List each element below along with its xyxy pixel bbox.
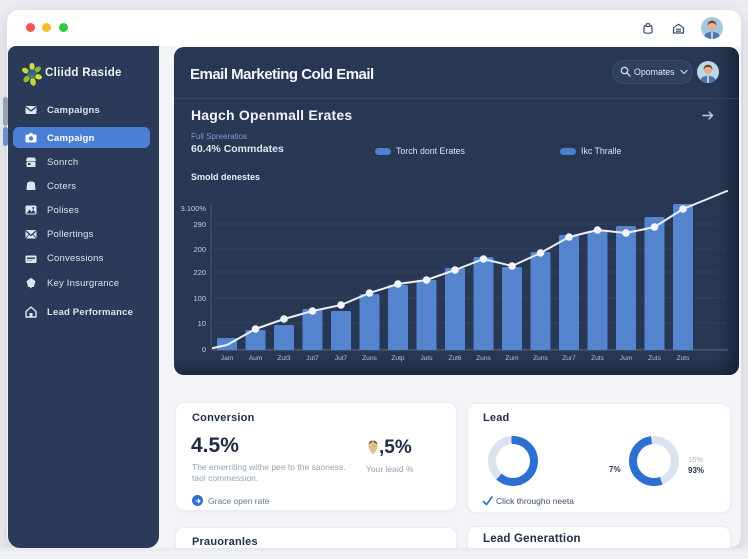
svg-text:Zut3: Zut3: [277, 355, 291, 362]
svg-text:Zuts: Zuts: [677, 355, 691, 362]
svg-text:Jam: Jam: [221, 355, 234, 362]
svg-text:Juts: Juts: [420, 355, 433, 362]
svg-text:290: 290: [193, 220, 206, 229]
svg-text:Zuns: Zuns: [476, 355, 491, 362]
svg-text:Zur7: Zur7: [562, 355, 576, 362]
svg-text:Zutp: Zutp: [391, 355, 405, 362]
svg-text:220: 220: [193, 268, 206, 277]
svg-text:Zuns: Zuns: [533, 355, 548, 362]
svg-text:Zuts: Zuts: [648, 355, 662, 362]
svg-text:Jum: Jum: [620, 355, 633, 362]
svg-text:Zut6: Zut6: [448, 355, 462, 362]
svg-text:200: 200: [193, 245, 206, 254]
svg-text:0: 0: [202, 345, 206, 354]
svg-text:Jut7: Jut7: [335, 355, 348, 362]
svg-text:Aum: Aum: [249, 355, 263, 362]
svg-text:Zum: Zum: [505, 355, 519, 362]
svg-text:100: 100: [193, 294, 206, 303]
svg-text:3.100%: 3.100%: [181, 204, 207, 213]
svg-text:Zuns: Zuns: [362, 355, 377, 362]
svg-text:Zuts: Zuts: [591, 355, 605, 362]
svg-text:Jut7: Jut7: [306, 355, 319, 362]
svg-text:10: 10: [198, 319, 206, 328]
